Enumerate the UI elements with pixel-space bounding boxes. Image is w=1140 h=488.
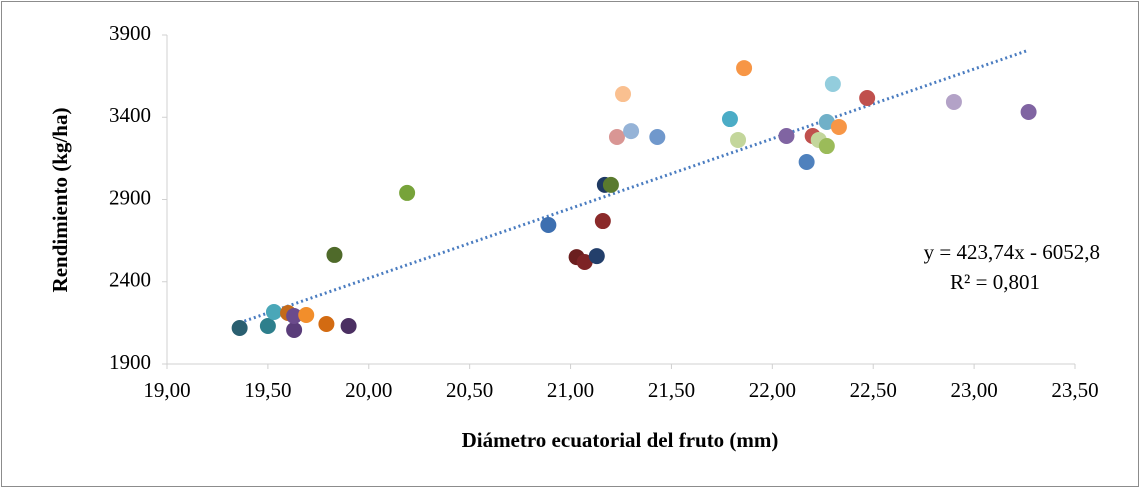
x-tick-label: 21,50: [648, 378, 695, 402]
point: [326, 246, 343, 263]
point: [318, 316, 335, 333]
trendline: [239, 48, 1030, 325]
point: [818, 114, 835, 131]
point: [721, 111, 738, 128]
y-tick-label: 3900: [109, 21, 151, 45]
point: [649, 128, 666, 145]
point: [615, 86, 632, 103]
x-tick-label: 23,50: [1051, 378, 1098, 402]
point: [259, 318, 276, 335]
point: [588, 248, 605, 265]
y-tick-label: 2400: [109, 268, 151, 292]
point: [602, 176, 619, 193]
trend-equation: y = 423,74x - 6052,8: [924, 240, 1100, 264]
x-tick-label: 19,00: [143, 378, 190, 402]
y-tick-label: 1900: [109, 350, 151, 374]
point: [730, 131, 747, 148]
point: [594, 213, 611, 230]
y-tick-label: 2900: [109, 185, 151, 209]
point: [231, 319, 248, 336]
x-tick-label: 23,00: [950, 378, 997, 402]
x-tick-label: 20,50: [446, 378, 493, 402]
point: [265, 304, 282, 321]
point: [399, 184, 416, 201]
x-tick-label: 22,50: [850, 378, 897, 402]
point: [623, 123, 640, 140]
point: [798, 153, 815, 170]
x-tick-label: 19,50: [244, 378, 291, 402]
point: [1020, 103, 1037, 120]
x-tick-label: 20,00: [345, 378, 392, 402]
x-tick-label: 21,00: [547, 378, 594, 402]
point: [298, 306, 315, 323]
point: [818, 138, 835, 155]
x-axis-title: Diámetro ecuatorial del fruto (mm): [462, 428, 779, 452]
point: [778, 128, 795, 145]
point: [608, 128, 625, 145]
point: [286, 307, 303, 324]
x-tick-label: 22,00: [749, 378, 796, 402]
trend-r2: R² = 0,801: [950, 270, 1040, 294]
point: [576, 254, 593, 271]
y-tick-label: 3400: [109, 103, 151, 127]
point: [945, 93, 962, 110]
point: [859, 90, 876, 107]
point: [540, 216, 557, 233]
point: [286, 321, 303, 338]
point: [340, 318, 357, 335]
point: [824, 76, 841, 93]
y-axis-title: Rendimiento (kg/ha): [48, 108, 72, 293]
point: [830, 118, 847, 135]
point: [736, 60, 753, 77]
